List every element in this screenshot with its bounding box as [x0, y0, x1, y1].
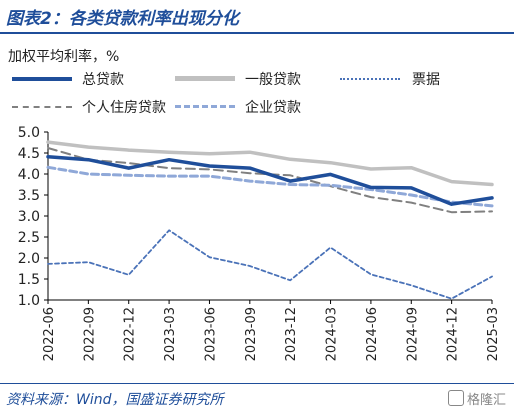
chart-series	[46, 140, 494, 300]
legend-label-total-loans: 总贷款	[82, 72, 124, 88]
legend-label-bills: 票据	[412, 72, 440, 88]
y-tick-label: 3.0	[18, 209, 40, 225]
y-tick-label: 4.5	[18, 146, 40, 162]
x-tick-label: 2023-12	[284, 307, 299, 361]
line-chart: 1.0 1.5 2.0 2.5 3.0 3.5 4.0 4.5 5.0 2022-06 2022-0…	[18, 125, 501, 361]
legend-swatch-total-loans	[12, 77, 72, 81]
x-tick-label: 2022-06	[42, 307, 57, 361]
series-general-loans	[46, 140, 494, 187]
y-tick-label: 4.0	[18, 167, 40, 183]
series-corporate-loans	[46, 165, 494, 208]
source-divider	[0, 383, 514, 384]
legend-item-total-loans: 总贷款	[12, 68, 212, 90]
legend-item-mortgage: 个人住房贷款	[12, 96, 232, 118]
y-tick-label: 1.0	[18, 293, 40, 309]
x-tick-label: 2023-06	[203, 307, 218, 361]
x-tick-label: 2024-06	[365, 307, 380, 361]
series-bills	[47, 229, 493, 300]
legend-item-general-loans: 一般贷款	[175, 68, 375, 90]
title-underline	[0, 32, 514, 34]
legend-item-bills: 票据	[340, 68, 510, 90]
y-tick-label: 1.5	[18, 272, 40, 288]
legend-swatch-general-loans	[175, 76, 235, 81]
watermark: 格隆汇	[447, 389, 506, 408]
legend-swatch-mortgage	[12, 106, 72, 108]
series-total-loans	[46, 155, 494, 206]
legend-label-corporate-loans: 企业贷款	[245, 100, 301, 116]
unit-label: 加权平均利率，%	[8, 49, 120, 65]
x-tick-label: 2022-12	[123, 307, 138, 361]
legend-swatch-bills	[340, 78, 400, 80]
x-tick-label: 2025-03	[486, 307, 501, 361]
legend-label-mortgage: 个人住房贷款	[82, 100, 166, 116]
chart-axes: 1.0 1.5 2.0 2.5 3.0 3.5 4.0 4.5 5.0 2022-06 2022-0…	[18, 125, 501, 361]
x-tick-label: 2023-03	[163, 307, 178, 361]
chart-title: 图表2：各类贷款利率出现分化	[6, 9, 239, 29]
y-tick-label: 3.5	[18, 188, 40, 204]
y-tick-label: 2.0	[18, 251, 40, 267]
watermark-logo-icon	[447, 390, 464, 406]
legend: 总贷款 一般贷款 票据 个人住房贷款 企业贷款	[0, 68, 514, 124]
source-note: 资料来源：Wind，国盛证券研究所	[6, 392, 224, 408]
watermark-text: 格隆汇	[466, 393, 506, 408]
x-tick-label: 2024-03	[325, 307, 340, 361]
x-tick-label: 2024-09	[405, 307, 420, 361]
x-tick-label: 2024-12	[446, 307, 461, 361]
legend-swatch-corporate-loans	[175, 105, 235, 108]
series-mortgage	[47, 147, 493, 214]
title-bar: 图表2：各类贷款利率出现分化	[0, 0, 514, 34]
legend-item-corporate-loans: 企业贷款	[175, 96, 375, 118]
y-tick-label: 2.5	[18, 230, 40, 246]
legend-label-general-loans: 一般贷款	[245, 72, 301, 88]
x-tick-label: 2022-09	[82, 307, 97, 361]
x-tick-label: 2023-09	[244, 307, 259, 361]
y-tick-label: 5.0	[18, 125, 40, 141]
